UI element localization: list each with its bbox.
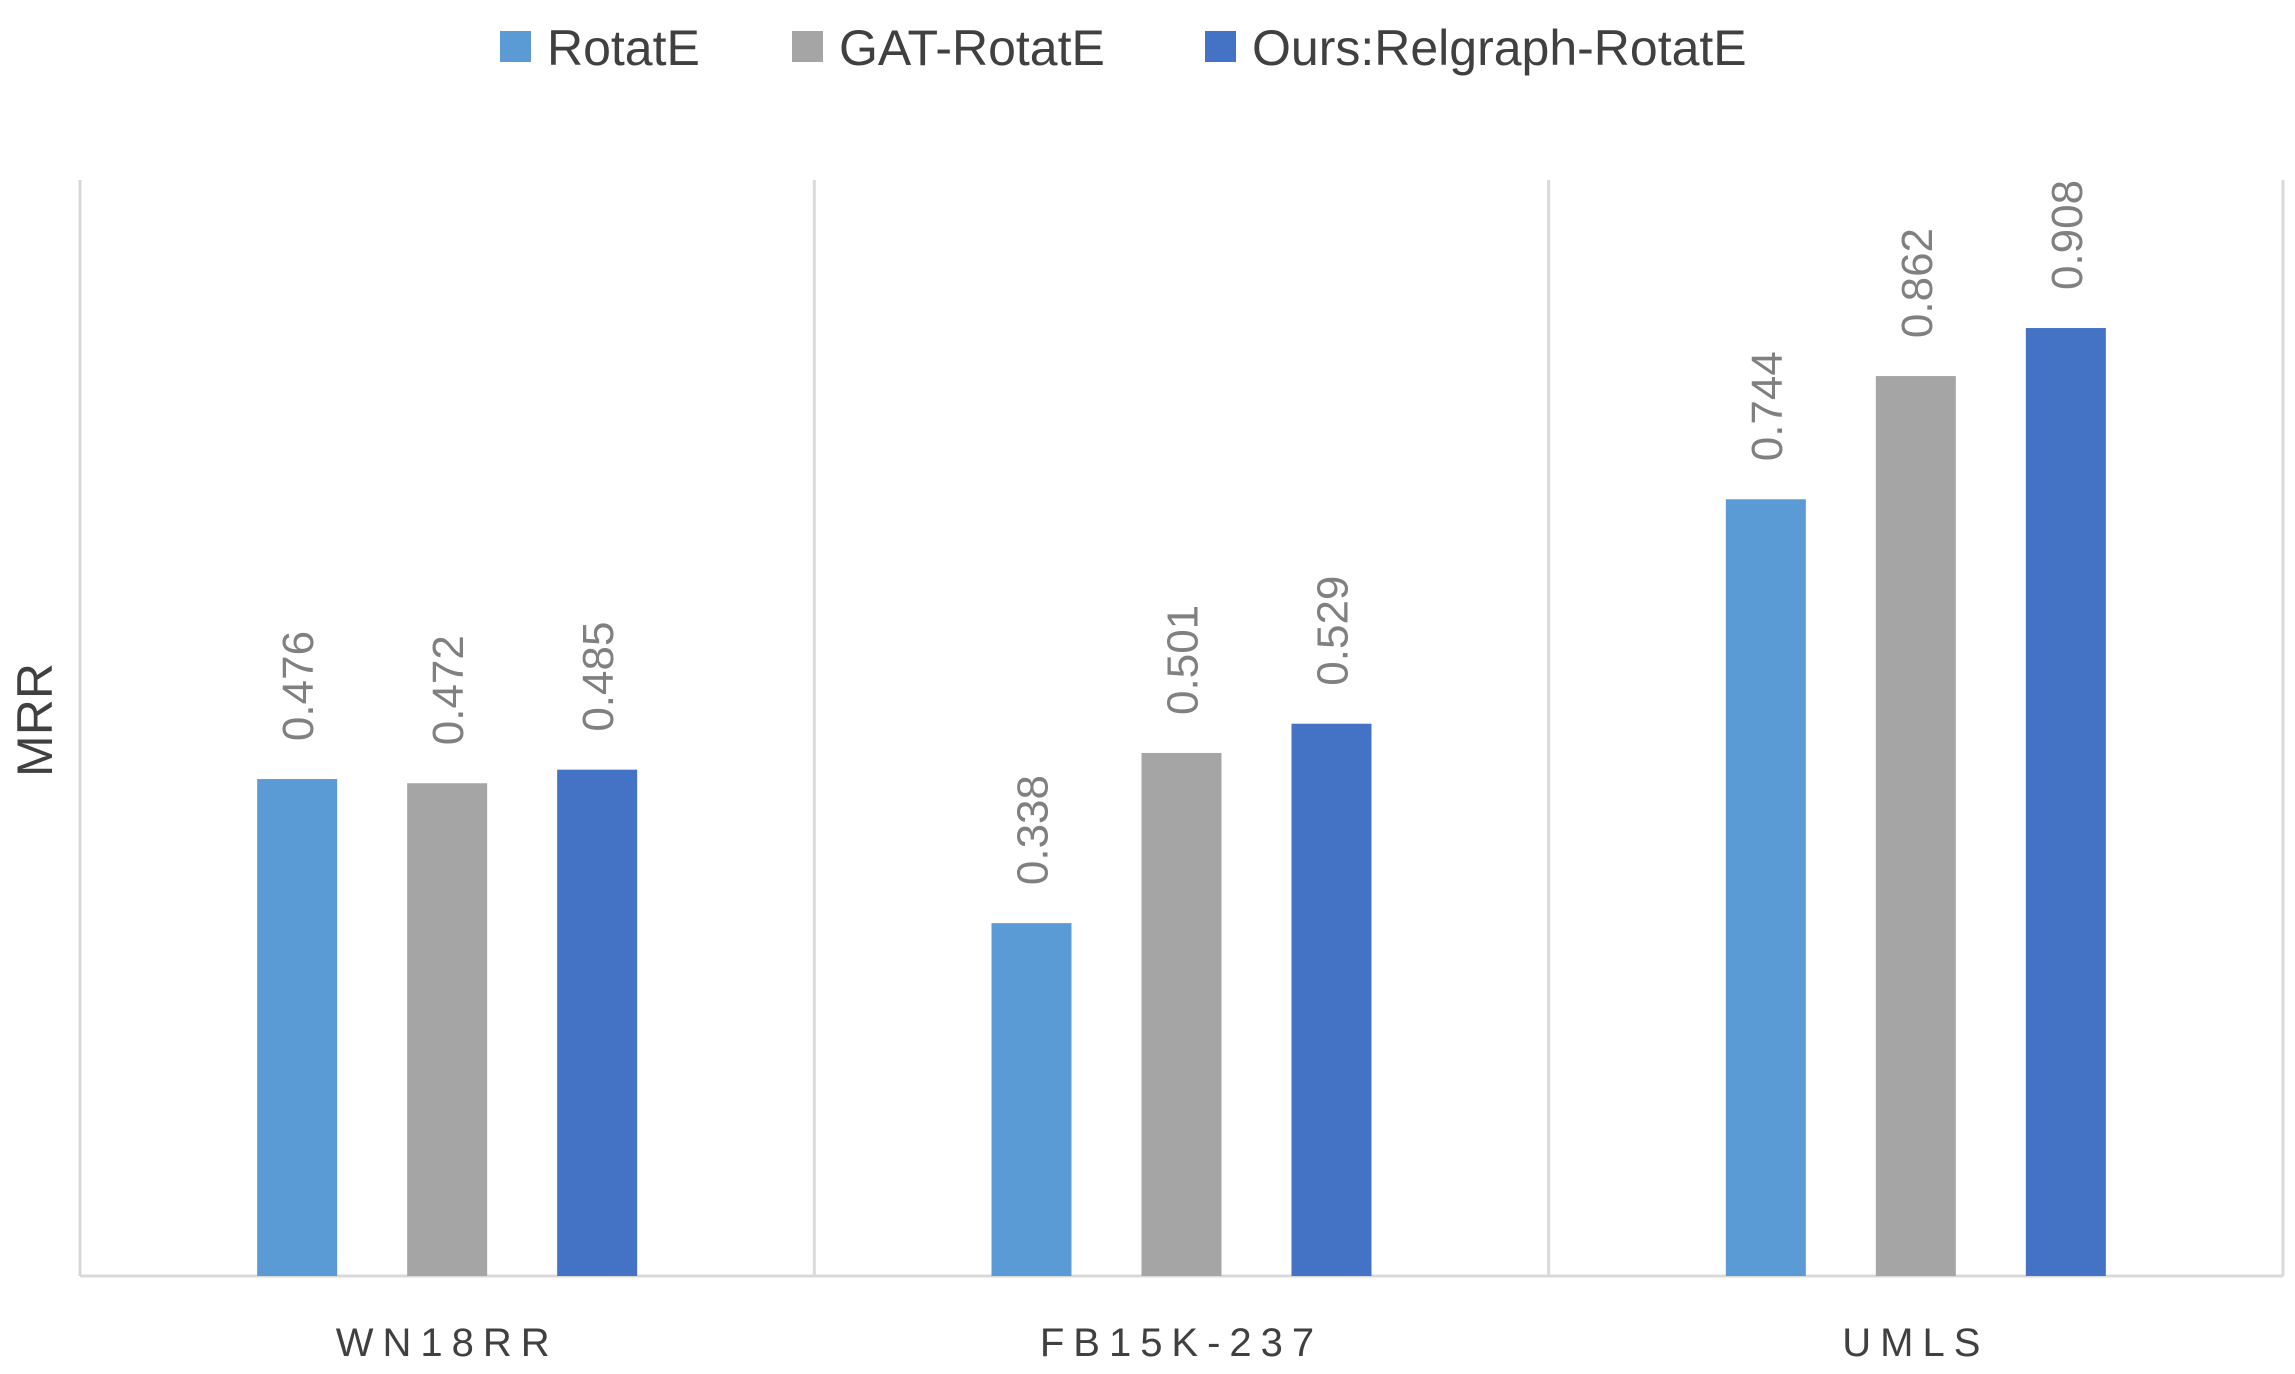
bar [2025, 328, 2106, 1277]
bar-value-label: 0.744 [1743, 351, 1792, 461]
bar-value-label: 0.472 [424, 635, 473, 745]
bar [991, 923, 1072, 1276]
legend: RotatE GAT-RotatE Ours:Relgraph-RotatE [500, 20, 1747, 76]
legend-swatch [792, 31, 823, 62]
x-tick-label: UMLS [1842, 1321, 1989, 1365]
legend-label: GAT-RotatE [839, 20, 1105, 76]
bar [557, 769, 638, 1276]
legend-item: RotatE [500, 20, 700, 76]
bar-value-label: 0.338 [1009, 775, 1058, 885]
bar-value-label: 0.862 [1893, 228, 1942, 338]
legend-swatch [1205, 31, 1236, 62]
x-tick-label: FB15K-237 [1040, 1321, 1323, 1365]
bar-value-label: 0.908 [2043, 180, 2092, 290]
legend-label: RotatE [547, 20, 700, 76]
legend-label: Ours:Relgraph-RotatE [1252, 20, 1747, 76]
x-tick-label: WN18RR [336, 1321, 559, 1365]
bar [1725, 499, 1806, 1276]
bar [1291, 723, 1372, 1276]
y-axis-label: MRR [7, 663, 63, 777]
bar [407, 783, 488, 1276]
data-labels: 0.476 0.472 0.485 0.338 0.501 0.529 0.744 0.862… [274, 180, 2092, 885]
legend-swatch [500, 31, 531, 62]
bar-value-label: 0.501 [1159, 605, 1208, 715]
bars [257, 328, 2106, 1277]
bar-value-label: 0.485 [574, 622, 623, 732]
category-separators [78, 180, 2285, 1276]
bar-value-label: 0.476 [274, 631, 323, 741]
category-labels: WN18RR FB15K-237 UMLS [336, 1321, 1989, 1365]
legend-item: GAT-RotatE [792, 20, 1105, 76]
bar-value-label: 0.529 [1309, 576, 1358, 686]
bar [1141, 752, 1222, 1276]
bar [1875, 376, 1956, 1276]
bar [257, 779, 338, 1276]
legend-item: Ours:Relgraph-RotatE [1205, 20, 1747, 76]
